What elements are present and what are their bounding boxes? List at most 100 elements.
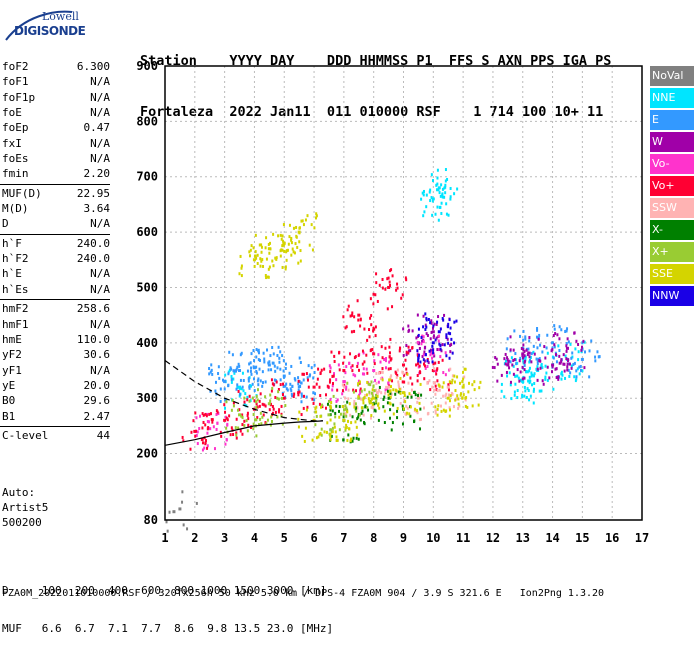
- echo-dot: [423, 377, 426, 381]
- echo-dot: [399, 376, 402, 380]
- echo-dot: [374, 325, 377, 329]
- echo-dot: [430, 330, 433, 334]
- echo-dot: [270, 419, 273, 423]
- echo-dot: [281, 393, 284, 397]
- echo-dot: [297, 425, 300, 429]
- data-point: [267, 402, 271, 406]
- echo-dot: [523, 376, 526, 380]
- echo-dot: [560, 359, 563, 363]
- param-row-foe: foE N/A: [0, 106, 110, 121]
- echo-dot: [396, 416, 399, 420]
- echo-dot: [430, 196, 433, 200]
- echo-dot: [389, 283, 392, 287]
- echo-dot: [448, 380, 451, 384]
- echo-dot: [424, 353, 427, 357]
- echo-dot: [567, 368, 570, 372]
- echo-dot: [274, 369, 277, 373]
- echo-dot: [405, 278, 408, 282]
- echo-dot: [245, 419, 248, 423]
- echo-dot: [432, 381, 435, 385]
- param-value: N/A: [90, 363, 110, 377]
- echo-dot: [388, 401, 391, 405]
- echo-dot: [351, 415, 354, 419]
- echo-dot: [504, 362, 507, 366]
- echo-dot: [229, 433, 232, 437]
- echo-dot: [416, 409, 419, 413]
- echo-dot: [356, 417, 359, 421]
- echo-dot: [359, 317, 362, 321]
- echo-dot: [362, 398, 365, 402]
- echo-dot: [397, 383, 400, 387]
- echo-dot: [361, 409, 364, 413]
- echo-dot: [344, 326, 347, 330]
- echo-dot: [254, 250, 257, 254]
- echo-dot: [277, 390, 280, 394]
- echo-dot: [431, 326, 434, 330]
- echo-dot: [527, 351, 530, 355]
- echo-dot: [564, 376, 567, 380]
- echo-dot: [224, 406, 227, 410]
- echo-dot: [351, 313, 354, 317]
- echo-dot: [348, 361, 351, 365]
- echo-dot: [431, 344, 434, 348]
- echo-dot: [297, 261, 300, 265]
- echo-dot: [538, 389, 541, 393]
- echo-dot: [418, 418, 421, 422]
- echo-dot: [552, 356, 555, 360]
- echo-dot: [417, 356, 420, 360]
- echo-dot: [235, 367, 238, 371]
- echo-dot: [266, 418, 269, 422]
- echo-dot: [279, 233, 282, 237]
- echo-dot: [524, 389, 527, 393]
- echo-dot: [223, 387, 226, 391]
- echo-dot: [285, 387, 288, 391]
- echo-dot: [436, 389, 439, 393]
- data-point: [431, 197, 435, 201]
- echo-dot: [451, 378, 454, 382]
- echo-dot: [357, 415, 360, 419]
- echo-dot: [567, 340, 570, 344]
- echo-dot: [538, 333, 541, 337]
- x-tick-label: 5: [281, 531, 288, 545]
- echo-dot: [363, 327, 366, 331]
- echo-dot: [348, 402, 351, 406]
- echo-dot: [577, 342, 580, 346]
- echo-dot: [338, 350, 341, 354]
- echo-dot: [504, 359, 507, 363]
- echo-dot: [544, 377, 547, 381]
- echo-dot: [335, 378, 338, 382]
- echo-dot: [344, 428, 347, 432]
- echo-dot: [290, 364, 293, 368]
- param-value: N/A: [90, 152, 110, 166]
- echo-dot: [224, 398, 227, 402]
- echo-dot: [436, 188, 439, 192]
- echo-dot: [522, 343, 525, 347]
- echo-dot: [220, 434, 223, 438]
- echo-dot: [368, 390, 371, 394]
- echo-dot: [359, 324, 362, 328]
- param-label: h`F: [2, 236, 22, 250]
- echo-dot: [386, 277, 389, 281]
- echo-dot: [201, 426, 204, 430]
- echo-dot: [598, 355, 601, 359]
- echo-dot: [224, 410, 227, 414]
- echo-dot: [293, 251, 296, 255]
- param-label: yF2: [2, 348, 22, 362]
- echo-dot: [333, 359, 336, 363]
- echo-dot: [351, 364, 354, 368]
- echo-dot: [368, 399, 371, 403]
- echo-dot: [298, 240, 301, 244]
- echo-dot: [192, 419, 195, 423]
- echo-dot: [578, 365, 581, 369]
- echo-dot: [531, 373, 534, 377]
- echo-dot: [409, 405, 412, 409]
- param-label: B0: [2, 394, 16, 408]
- echo-dot: [389, 367, 392, 371]
- echo-dot: [546, 333, 549, 337]
- echo-dot: [420, 197, 423, 201]
- echo-dot: [520, 346, 523, 350]
- echo-dot: [318, 402, 321, 406]
- echo-dot: [528, 369, 531, 373]
- echo-dot: [381, 376, 384, 380]
- echo-dot: [594, 359, 597, 363]
